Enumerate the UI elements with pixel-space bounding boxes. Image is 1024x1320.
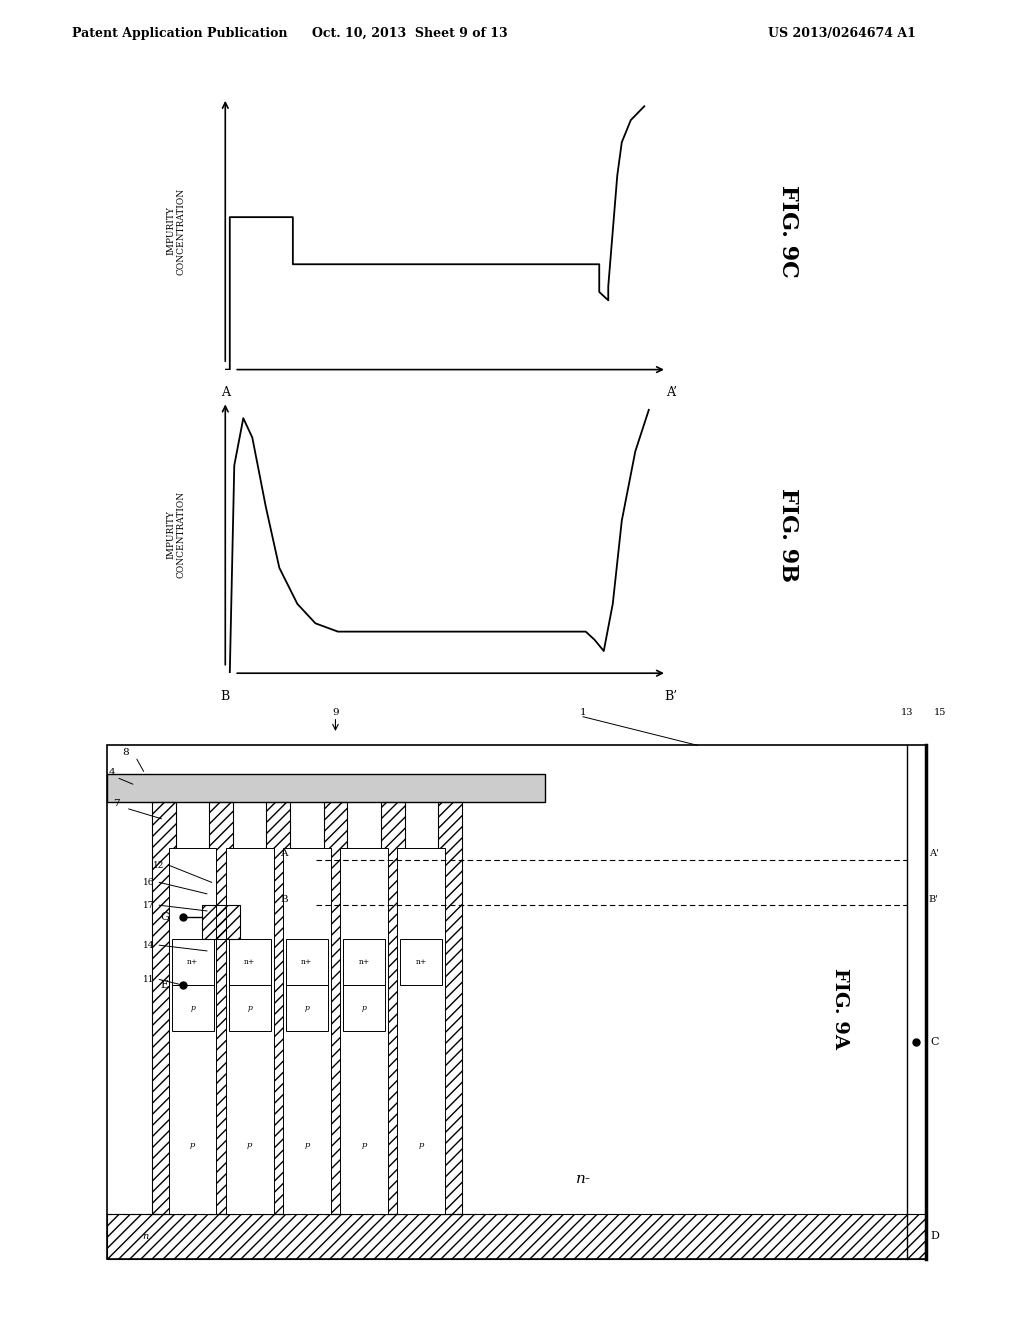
Text: 17: 17 [143, 900, 155, 909]
Text: n+: n+ [301, 958, 312, 966]
Text: B': B' [929, 895, 939, 904]
Text: D: D [931, 1232, 940, 1242]
Bar [343, 985, 385, 1031]
Text: p: p [304, 1140, 309, 1150]
Text: p: p [361, 1140, 367, 1150]
Bar [397, 847, 445, 1213]
Bar [106, 1213, 926, 1259]
Text: 12: 12 [153, 861, 164, 870]
Text: FIG. 9A: FIG. 9A [830, 968, 849, 1048]
Text: n+: n+ [244, 958, 255, 966]
Bar [340, 847, 388, 1213]
Text: n: n [142, 1232, 148, 1241]
Text: IMPURITY
CONCENTRATION: IMPURITY CONCENTRATION [166, 187, 185, 275]
Text: 16: 16 [143, 878, 155, 887]
Text: B: B [281, 895, 288, 904]
Text: A: A [281, 849, 288, 858]
Text: A: A [221, 387, 229, 399]
Text: B’: B’ [665, 690, 678, 702]
Bar [106, 774, 545, 803]
Text: A': A' [929, 849, 939, 858]
Text: p: p [304, 1005, 309, 1012]
Text: n-: n- [575, 1172, 591, 1187]
Text: 14: 14 [143, 941, 155, 949]
Text: C: C [931, 1038, 939, 1047]
Bar [283, 847, 331, 1213]
Bar [228, 940, 270, 985]
Text: 1: 1 [580, 708, 587, 717]
Bar [266, 803, 290, 1213]
Text: Patent Application Publication: Patent Application Publication [72, 26, 287, 40]
Bar [172, 940, 214, 985]
Bar [381, 803, 404, 1213]
Text: FIG. 9C: FIG. 9C [777, 185, 800, 277]
Text: FIG. 9B: FIG. 9B [777, 487, 800, 582]
Text: p: p [189, 1140, 196, 1150]
Text: 15: 15 [934, 708, 946, 717]
Bar [106, 746, 926, 1259]
Text: n+: n+ [187, 958, 199, 966]
Text: E: E [161, 981, 169, 990]
Text: p: p [361, 1005, 367, 1012]
Bar [324, 803, 347, 1213]
Text: 9: 9 [332, 708, 339, 717]
Bar [343, 940, 385, 985]
Bar [228, 985, 270, 1031]
Bar [438, 803, 462, 1213]
Bar [202, 906, 241, 940]
Text: IMPURITY
CONCENTRATION: IMPURITY CONCENTRATION [166, 491, 185, 578]
Bar [172, 985, 214, 1031]
Text: A’: A’ [666, 387, 677, 399]
Text: 8: 8 [123, 747, 129, 756]
Text: p: p [419, 1140, 424, 1150]
Bar [169, 847, 216, 1213]
Bar [226, 847, 273, 1213]
Text: n+: n+ [416, 958, 427, 966]
Text: p: p [248, 1005, 252, 1012]
Text: p: p [190, 1005, 195, 1012]
Text: 13: 13 [900, 708, 913, 717]
Text: 4: 4 [109, 768, 115, 777]
Bar [400, 940, 442, 985]
Bar [153, 803, 176, 1213]
Text: p: p [247, 1140, 253, 1150]
Text: 11: 11 [143, 975, 155, 983]
Bar [209, 803, 233, 1213]
Text: 7: 7 [113, 799, 120, 808]
Text: B: B [220, 690, 230, 702]
Bar [286, 985, 328, 1031]
Bar [286, 940, 328, 985]
Text: n+: n+ [358, 958, 370, 966]
Text: G: G [160, 912, 169, 921]
Text: US 2013/0264674 A1: US 2013/0264674 A1 [768, 26, 915, 40]
Text: Oct. 10, 2013  Sheet 9 of 13: Oct. 10, 2013 Sheet 9 of 13 [311, 26, 508, 40]
